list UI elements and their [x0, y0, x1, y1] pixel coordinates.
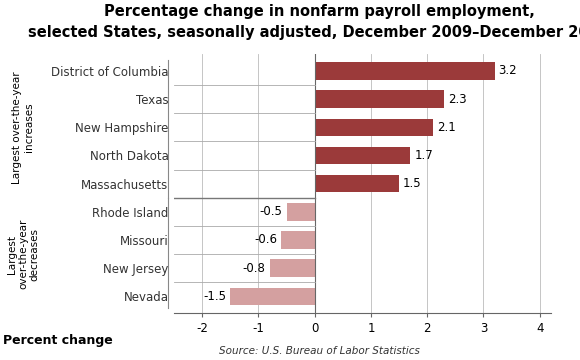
Text: -0.6: -0.6	[254, 233, 277, 247]
Bar	[315, 175, 399, 192]
Text: Source: U.S. Bureau of Labor Statistics: Source: U.S. Bureau of Labor Statistics	[219, 346, 419, 356]
Text: Percentage change in nonfarm payroll employment,: Percentage change in nonfarm payroll emp…	[104, 4, 534, 19]
Bar	[287, 203, 315, 221]
Bar	[230, 288, 315, 305]
Text: 2.3: 2.3	[448, 93, 467, 105]
Text: -1.5: -1.5	[204, 290, 226, 303]
Text: 2.1: 2.1	[437, 121, 455, 134]
Text: 3.2: 3.2	[499, 64, 517, 77]
Bar	[270, 260, 315, 277]
Bar	[315, 118, 433, 136]
Text: selected States, seasonally adjusted, December 2009–December 2010: selected States, seasonally adjusted, De…	[28, 25, 580, 40]
Text: Percent change: Percent change	[3, 334, 113, 347]
Text: Largest
over-the-year
decreases: Largest over-the-year decreases	[6, 219, 40, 289]
Bar	[281, 231, 315, 249]
Bar	[315, 62, 495, 80]
Bar	[315, 90, 444, 108]
Text: 1.5: 1.5	[403, 177, 422, 190]
Text: 1.7: 1.7	[414, 149, 433, 162]
Text: -0.5: -0.5	[260, 205, 282, 218]
Text: -0.8: -0.8	[243, 262, 266, 275]
Bar	[315, 147, 410, 164]
Text: Largest over-the-year
increases: Largest over-the-year increases	[12, 71, 34, 184]
